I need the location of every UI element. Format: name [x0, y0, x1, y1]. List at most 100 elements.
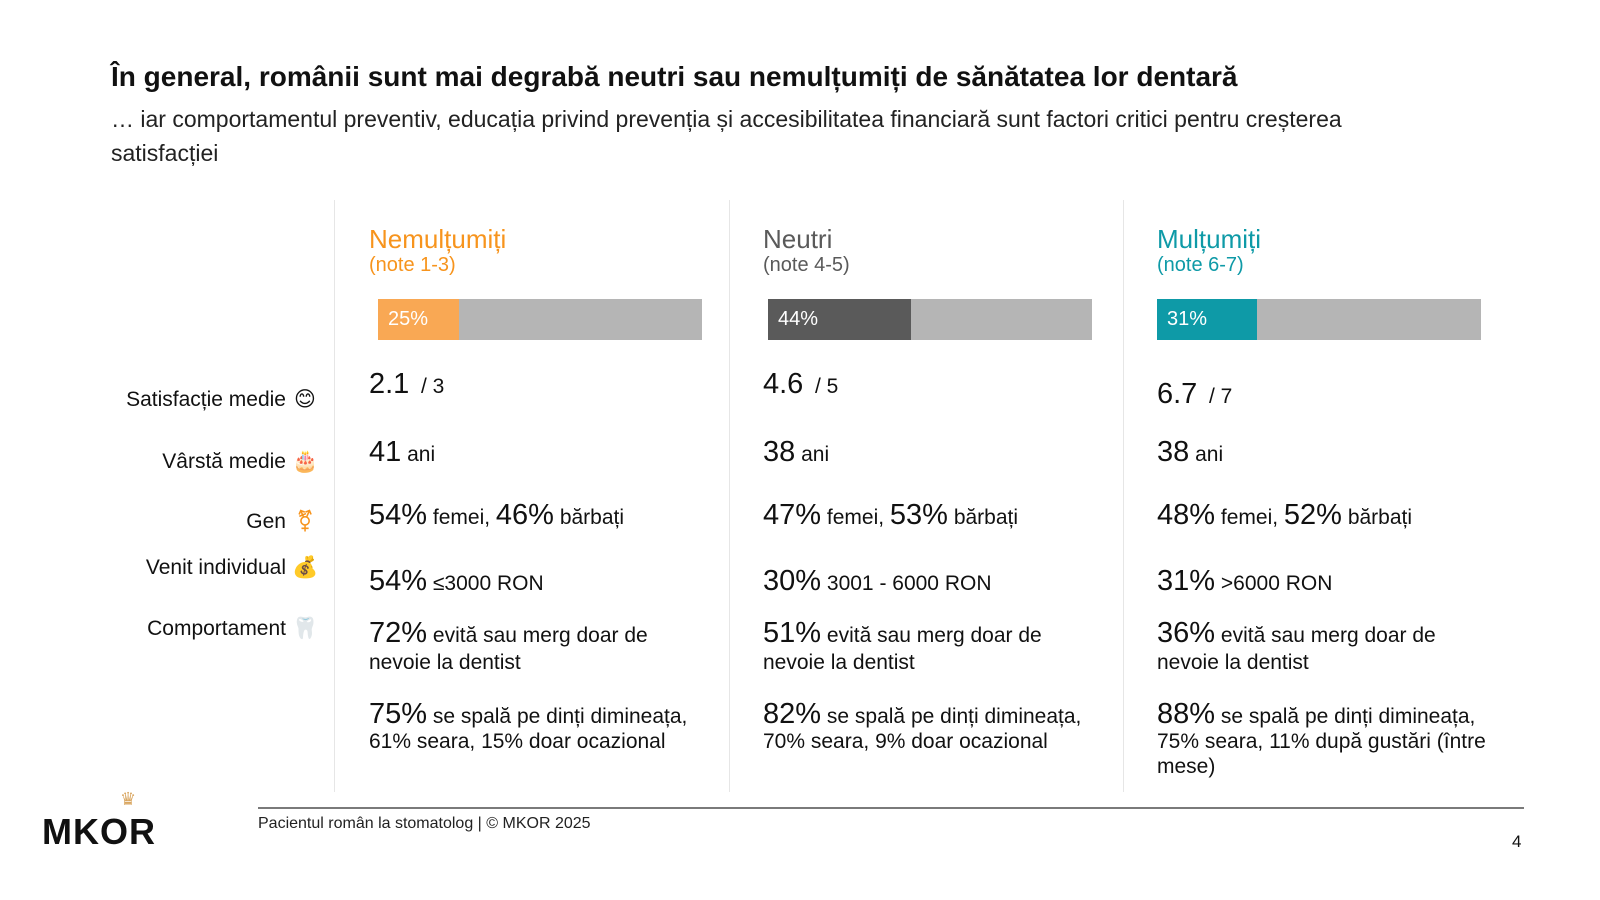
income-label: >6000 RON: [1220, 572, 1333, 595]
satisfaction-value: 2.1 / 3: [369, 368, 444, 401]
behavior-text: evită sau merg doar de nevoie la dentist: [1157, 624, 1436, 674]
income-pct: 31%: [1157, 565, 1216, 597]
women-pct: 54%: [369, 499, 428, 531]
share-bar: 44%: [768, 299, 1092, 340]
age-unit: ani: [407, 443, 436, 466]
brushing-pct: 75%: [369, 698, 428, 730]
women-pct: 47%: [763, 499, 822, 531]
segment-range: (note 1-3): [369, 254, 456, 276]
income-pct: 30%: [763, 565, 822, 597]
label-text: Gen: [246, 510, 286, 533]
cake-icon: 🎂: [292, 450, 319, 473]
age: 41: [369, 436, 402, 468]
age-value: 38 ani: [1157, 436, 1223, 469]
behavior-text: evită sau merg doar de nevoie la dentist: [369, 624, 648, 674]
segment-name: Neutri: [763, 224, 833, 254]
women-pct: 48%: [1157, 499, 1216, 531]
behavior-pct: 72%: [369, 617, 428, 649]
tooth-icon: 🦷: [292, 617, 319, 640]
score: 4.6: [763, 368, 804, 400]
behavior-visit: 72% evită sau merg doar de nevoie la den…: [369, 617, 714, 676]
share-bar-fill: 25%: [378, 299, 459, 340]
age-value: 41 ani: [369, 436, 435, 469]
behavior-visit: 51% evită sau merg doar de nevoie la den…: [763, 617, 1108, 676]
brushing-text: se spală pe dinți dimineața, 70% seara, …: [763, 705, 1082, 753]
income-pct: 54%: [369, 565, 428, 597]
smile-icon: 😊: [294, 388, 316, 411]
score: 6.7: [1157, 378, 1198, 410]
women-label: femei,: [826, 506, 885, 529]
income-value: 54% ≤3000 RON: [369, 565, 544, 598]
behavior-pct: 36%: [1157, 617, 1216, 649]
crown-icon: ♛: [120, 789, 137, 809]
slide-subtitle: … iar comportamentul preventiv, educația…: [111, 106, 1342, 166]
men-label: bărbați: [953, 506, 1019, 529]
share-bar: 31%: [1157, 299, 1481, 340]
row-label-income: Venit individual 💰: [146, 556, 318, 580]
satisfaction-value: 4.6 / 5: [763, 368, 838, 401]
label-text: Comportament: [147, 617, 286, 640]
label-text: Satisfacție medie: [126, 388, 286, 411]
behavior-brushing: 75% se spală pe dinți dimineața, 61% sea…: [369, 700, 714, 754]
share-bar-fill: 44%: [768, 299, 911, 340]
satisfaction-value: 6.7 / 7: [1157, 378, 1232, 411]
divider: [729, 200, 730, 792]
men-pct: 53%: [889, 499, 948, 531]
label-text: Vârstă medie: [162, 450, 286, 473]
age-value: 38 ani: [763, 436, 829, 469]
segment-column: Mulțumiți (note 6-7) 31% 6.7 / 7 38 ani …: [1157, 0, 1517, 780]
score-max: / 5: [815, 375, 839, 398]
behavior-brushing: 82% se spală pe dinți dimineața, 70% sea…: [763, 700, 1108, 754]
behavior-pct: 51%: [763, 617, 822, 649]
row-label-age: Vârstă medie 🎂: [162, 450, 318, 474]
divider: [334, 200, 335, 792]
brushing-text: se spală pe dinți dimineața, 75% seara, …: [1157, 705, 1486, 778]
share-bar-fill: 31%: [1157, 299, 1258, 340]
men-label: bărbați: [559, 506, 625, 529]
behavior-visit: 36% evită sau merg doar de nevoie la den…: [1157, 617, 1502, 676]
slide-title: În general, românii sunt mai degrabă neu…: [111, 61, 1238, 92]
row-label-satisfaction: Satisfacție medie 😊: [126, 387, 318, 412]
brushing-pct: 82%: [763, 698, 822, 730]
money-bag-icon: 💰: [292, 556, 319, 579]
page-number: 4: [1512, 832, 1522, 851]
segment-range: (note 6-7): [1157, 254, 1244, 276]
score: 2.1: [369, 368, 410, 400]
age-unit: ani: [1195, 443, 1224, 466]
men-pct: 52%: [1283, 499, 1342, 531]
brushing-pct: 88%: [1157, 698, 1216, 730]
footer-line: [258, 807, 1524, 809]
income-label: ≤3000 RON: [432, 572, 544, 595]
mkor-logo: MKOR: [42, 811, 156, 852]
row-label-behavior: Comportament 🦷: [147, 617, 318, 641]
segment-name: Mulțumiți: [1157, 224, 1262, 254]
segment-column: Nemulțumiți (note 1-3) 25% 2.1 / 3 41 an…: [369, 0, 729, 780]
income-value: 31% >6000 RON: [1157, 565, 1332, 598]
age-unit: ani: [801, 443, 830, 466]
men-pct: 46%: [495, 499, 554, 531]
share-bar: 25%: [378, 299, 702, 340]
men-label: bărbați: [1347, 506, 1413, 529]
footer-text: Pacientul român la stomatolog | © MKOR 2…: [258, 815, 591, 832]
gender-value: 54% femei, 46% bărbați: [369, 499, 624, 532]
score-max: / 7: [1209, 385, 1233, 408]
age: 38: [1157, 436, 1190, 468]
divider: [1123, 200, 1124, 792]
behavior-text: evită sau merg doar de nevoie la dentist: [763, 624, 1042, 674]
row-label-gender: Gen ⚧: [246, 509, 318, 534]
segment-column: Neutri (note 4-5) 44% 4.6 / 5 38 ani 47%…: [763, 0, 1123, 780]
label-text: Venit individual: [145, 556, 286, 579]
segment-range: (note 4-5): [763, 254, 850, 276]
income-value: 30% 3001 - 6000 RON: [763, 565, 992, 598]
score-max: / 3: [421, 375, 445, 398]
behavior-brushing: 88% se spală pe dinți dimineața, 75% sea…: [1157, 700, 1502, 779]
women-label: femei,: [1220, 506, 1279, 529]
income-label: 3001 - 6000 RON: [826, 572, 992, 595]
brushing-text: se spală pe dinți dimineața, 61% seara, …: [369, 705, 688, 753]
gender-value: 48% femei, 52% bărbați: [1157, 499, 1412, 532]
women-label: femei,: [432, 506, 491, 529]
gender-icon: ⚧: [296, 510, 314, 533]
gender-value: 47% femei, 53% bărbați: [763, 499, 1018, 532]
segment-name: Nemulțumiți: [369, 224, 507, 254]
age: 38: [763, 436, 796, 468]
